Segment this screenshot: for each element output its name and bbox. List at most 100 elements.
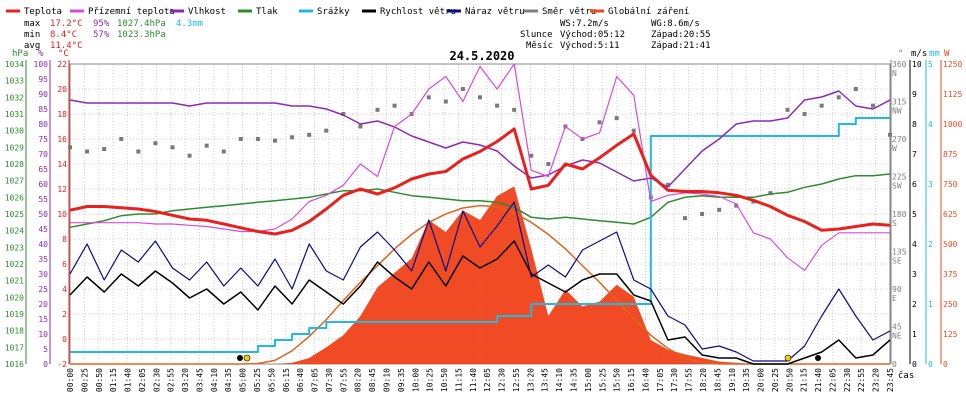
legend-label: Globální záření	[608, 7, 689, 17]
time-tick-label: 12:30	[498, 368, 507, 392]
time-tick-label: 21:40	[814, 368, 823, 392]
wind-direction-point	[700, 212, 705, 216]
time-tick-label: 16:40	[641, 368, 650, 392]
stats-min-label: min	[24, 30, 40, 40]
axis-tick-label: 1016	[5, 360, 24, 369]
time-tick-label: 03:45	[195, 368, 204, 392]
axis-tick-label: 70	[38, 150, 48, 159]
axis-tick-label: 500	[943, 240, 958, 249]
time-tick-label: 11:40	[469, 368, 478, 392]
axis-tick-label: 270	[892, 135, 907, 144]
axis-tick-label: 25	[38, 285, 48, 294]
axis-tick-label: 0	[62, 335, 67, 344]
axis-tick-label: 6	[912, 180, 917, 189]
time-tick-label: 04:10	[210, 368, 219, 392]
wind-direction-point	[512, 107, 517, 112]
moonrise-icon	[237, 355, 243, 361]
axis-tick-label: 8	[912, 120, 917, 129]
axis-tick-label: 125	[943, 330, 958, 339]
axis-tick-label: 1025	[5, 210, 24, 219]
wind-direction-point	[392, 103, 397, 108]
axis-tick-label: 1250	[943, 60, 962, 69]
axis-tick-label: 1034	[5, 60, 24, 69]
axis-tick-label: 1033	[5, 77, 24, 86]
axis-tick-label: 375	[943, 270, 958, 279]
time-tick-label: 15:00	[584, 368, 593, 392]
series-humidity	[69, 90, 891, 188]
legend-label: Směr větru	[542, 7, 596, 17]
time-tick-label: 02:30	[152, 368, 161, 392]
time-tick-label: 20:00	[757, 368, 766, 392]
wind-direction-point	[802, 112, 807, 116]
time-tick-label: 17:05	[656, 368, 665, 392]
axis-unit-hpa: hPa	[12, 49, 28, 59]
time-tick-label: 10:00	[411, 368, 420, 392]
axis-tick-label: 10	[912, 60, 922, 69]
time-tick-label: 23:45	[886, 368, 895, 392]
time-tick-label: 05:00	[239, 368, 248, 392]
axis-tick-label: 1020	[5, 293, 24, 302]
axis-tick-label: 1	[928, 300, 933, 309]
axis-tick-label: 50	[38, 210, 48, 219]
time-tick-label: 11:15	[454, 368, 463, 392]
stats-max-press: 1027.4hPa	[117, 19, 166, 29]
axis-tick-label: 1023	[5, 243, 24, 252]
axis-tick-label: 14	[57, 160, 67, 169]
wind-direction-point	[460, 87, 465, 91]
axis-tick-label: 360	[892, 60, 907, 69]
axis-tick-label: 80	[38, 120, 48, 129]
axis-tick-label: 22	[57, 60, 67, 69]
axis-time-label: čas	[898, 370, 914, 381]
time-tick-label: 19:35	[742, 368, 751, 392]
wind-wg: WG:8.6m/s	[651, 19, 700, 29]
time-tick-label: 17:30	[670, 368, 679, 392]
sun-label: Slunce	[520, 30, 553, 40]
time-tick-label: 09:35	[397, 368, 406, 392]
wind-direction-point	[238, 137, 243, 141]
wind-direction-point	[888, 132, 892, 137]
time-tick-label: 22:55	[857, 368, 866, 392]
wind-direction-point	[358, 124, 363, 129]
time-tick-label: 00:25	[80, 368, 89, 392]
axis-tick-label: 4	[928, 120, 933, 129]
wind-direction-point	[597, 120, 602, 125]
axis-tick-label: 20	[38, 300, 48, 309]
time-tick-label: 09:10	[382, 368, 391, 392]
wind-direction-point	[870, 103, 875, 108]
axis-tick-label: 9	[912, 90, 917, 99]
axis-unit-deg: °	[898, 49, 903, 59]
time-tick-label: 19:10	[728, 368, 737, 392]
axis-tick-label: 0	[943, 360, 948, 369]
wind-direction-point	[495, 103, 500, 108]
wind-direction-point	[136, 149, 141, 154]
axis-tick-label: SW	[892, 182, 902, 191]
axis-tick-label: 225	[892, 173, 907, 182]
stats-max-hum: 95%	[93, 19, 110, 29]
axis-tick-label: 100	[34, 60, 49, 69]
axis-tick-label: -2	[57, 360, 67, 369]
wind-direction-point	[307, 132, 312, 137]
axis-tick-label: 60	[38, 180, 48, 189]
time-tick-label: 10:25	[426, 368, 435, 392]
axis-tick-label: 15	[38, 315, 48, 324]
time-tick-label: 23:20	[872, 368, 881, 392]
moon-set: Západ:21:41	[651, 41, 711, 51]
axis-tick-label: 8	[62, 235, 67, 244]
axis-tick-label: 135	[892, 248, 907, 257]
time-tick-label: 20:50	[785, 368, 794, 392]
time-tick-label: 08:45	[368, 368, 377, 392]
axis-tick-label: 1031	[5, 110, 24, 119]
axis-tick-label: 1021	[5, 277, 24, 286]
legend-label: Tlak	[256, 7, 278, 17]
wind-direction-point	[717, 207, 722, 212]
wind-direction-point	[290, 135, 295, 140]
wind-direction-point	[255, 137, 260, 141]
wind-direction-point	[153, 141, 158, 146]
stats-avg-temp: 11.4°C	[50, 41, 83, 51]
axis-tick-label: SE	[892, 257, 902, 266]
time-tick-label: 07:30	[325, 368, 334, 392]
wind-direction-point	[631, 128, 636, 133]
axis-tick-label: 750	[943, 180, 958, 189]
time-tick-label: 01:40	[124, 368, 133, 392]
